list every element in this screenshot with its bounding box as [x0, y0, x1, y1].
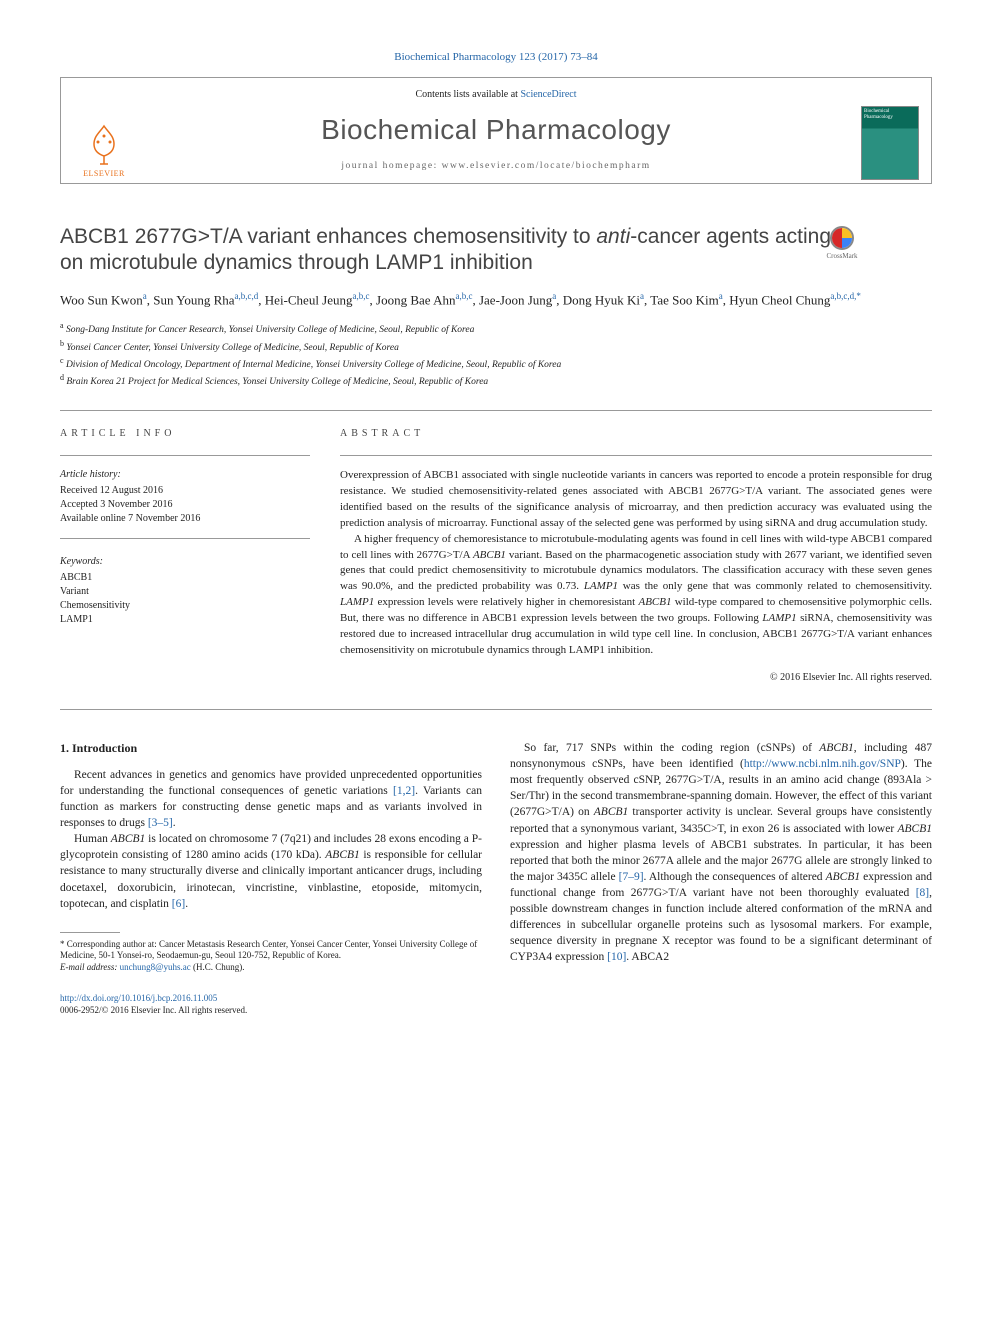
accepted-date: Accepted 3 November 2016	[60, 498, 310, 512]
crossmark-badge[interactable]: CrossMark	[812, 226, 872, 256]
issn-copyright: 0006-2952/© 2016 Elsevier Inc. All right…	[60, 1005, 247, 1015]
body-paragraph: Recent advances in genetics and genomics…	[60, 767, 482, 831]
abstract-text: Overexpression of ABCB1 associated with …	[340, 468, 932, 659]
divider	[340, 455, 932, 456]
corresponding-author: * Corresponding author at: Cancer Metast…	[60, 939, 482, 962]
authors-list: Woo Sun Kwona, Sun Young Rhaa,b,c,d, Hei…	[60, 290, 932, 310]
homepage-url[interactable]: www.elsevier.com/locate/biochempharm	[442, 161, 651, 171]
keyword-item: Variant	[60, 585, 310, 599]
body-two-column: 1. Introduction Recent advances in genet…	[60, 740, 932, 974]
body-right-column: So far, 717 SNPs within the coding regio…	[510, 740, 932, 974]
keyword-item: LAMP1	[60, 613, 310, 627]
affiliation-item: b Yonsei Cancer Center, Yonsei Universit…	[60, 338, 932, 355]
abstract-copyright: © 2016 Elsevier Inc. All rights reserved…	[340, 671, 932, 685]
citation-link[interactable]: [7–9]	[619, 871, 644, 883]
body-paragraph: Human ABCB1 is located on chromosome 7 (…	[60, 831, 482, 911]
article-info-head: ARTICLE INFO	[60, 427, 310, 441]
keywords-label: Keywords:	[60, 555, 310, 569]
article-info-column: ARTICLE INFO Article history: Received 1…	[60, 427, 310, 685]
affiliation-item: c Division of Medical Oncology, Departme…	[60, 355, 932, 372]
contents-list-line: Contents lists available at ScienceDirec…	[75, 88, 917, 102]
external-link[interactable]: http://www.ncbi.nlm.nih.gov/SNP	[744, 758, 901, 770]
crossmark-icon	[830, 226, 854, 250]
journal-cover-thumbnail: Biochemical Pharmacology	[861, 106, 919, 180]
affiliation-item: a Song-Dang Institute for Cancer Researc…	[60, 320, 932, 337]
divider	[60, 410, 932, 411]
abstract-head: ABSTRACT	[340, 427, 932, 441]
article-title: ABCB1 2677G>T/A variant enhances chemose…	[60, 224, 932, 277]
affiliation-item: d Brain Korea 21 Project for Medical Sci…	[60, 372, 932, 389]
elsevier-tree-icon	[82, 122, 126, 166]
citation-link[interactable]: [1,2]	[393, 785, 415, 797]
citation-link[interactable]: [3–5]	[148, 817, 173, 829]
footnote-divider	[60, 932, 120, 933]
journal-homepage: journal homepage: www.elsevier.com/locat…	[75, 160, 917, 173]
citation-link[interactable]: [10]	[607, 951, 626, 963]
online-date: Available online 7 November 2016	[60, 512, 310, 526]
footer-doi: http://dx.doi.org/10.1016/j.bcp.2016.11.…	[60, 992, 932, 1017]
affiliations: a Song-Dang Institute for Cancer Researc…	[60, 320, 932, 390]
sciencedirect-link[interactable]: ScienceDirect	[520, 89, 576, 100]
journal-name: Biochemical Pharmacology	[75, 110, 917, 149]
divider	[60, 709, 932, 710]
divider	[60, 538, 310, 539]
history-label: Article history:	[60, 468, 310, 482]
journal-header: ELSEVIER Biochemical Pharmacology Conten…	[60, 77, 932, 183]
keyword-item: ABCB1	[60, 571, 310, 585]
elsevier-text: ELSEVIER	[73, 168, 135, 179]
keyword-item: Chemosensitivity	[60, 599, 310, 613]
divider	[60, 455, 310, 456]
citation-line: Biochemical Pharmacology 123 (2017) 73–8…	[60, 50, 932, 65]
email-link[interactable]: unchung8@yuhs.ac	[120, 962, 191, 972]
doi-link[interactable]: http://dx.doi.org/10.1016/j.bcp.2016.11.…	[60, 993, 217, 1003]
body-paragraph: So far, 717 SNPs within the coding regio…	[510, 740, 932, 965]
abstract-column: ABSTRACT Overexpression of ABCB1 associa…	[340, 427, 932, 685]
body-left-column: 1. Introduction Recent advances in genet…	[60, 740, 482, 974]
citation-link[interactable]: [8]	[916, 887, 929, 899]
citation-link[interactable]: [6]	[172, 898, 185, 910]
introduction-heading: 1. Introduction	[60, 740, 482, 757]
email-line: E-mail address: unchung8@yuhs.ac (H.C. C…	[60, 962, 482, 974]
received-date: Received 12 August 2016	[60, 484, 310, 498]
elsevier-logo: ELSEVIER	[73, 122, 135, 184]
